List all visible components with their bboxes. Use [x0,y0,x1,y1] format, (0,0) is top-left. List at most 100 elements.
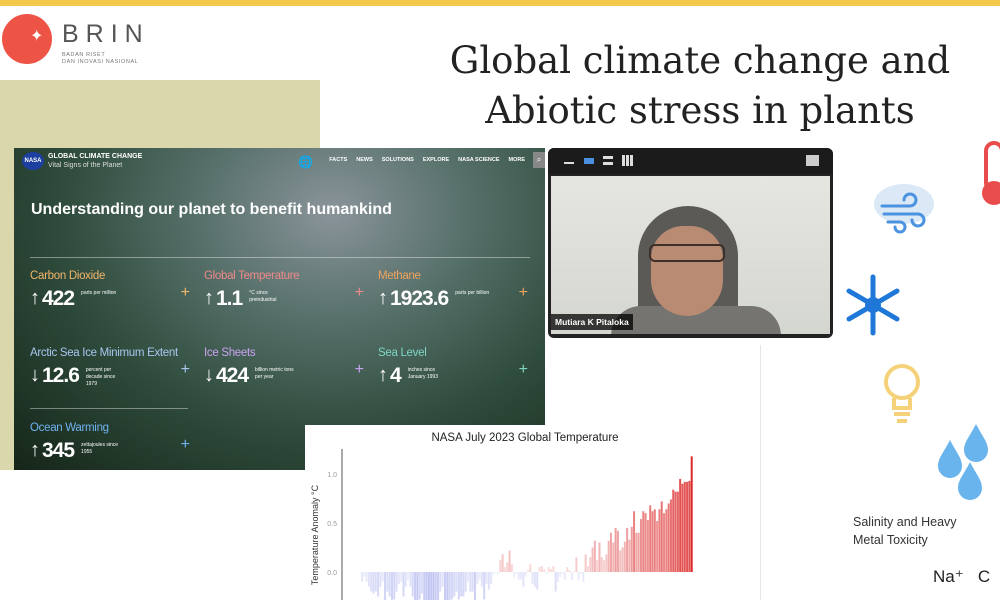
bar [605,554,608,572]
nasa-logo[interactable]: NASA [22,152,44,170]
nav-nasa-science[interactable]: NASA SCIENCE [458,157,500,163]
bar [635,532,638,572]
stat-unit: percent per decade since 1979 [85,367,116,387]
minimize-icon[interactable] [564,162,574,164]
nav-news[interactable]: NEWS [356,157,373,163]
bar [517,572,520,580]
bar [483,572,486,600]
stat-value: 12.6 [42,364,80,387]
bar [545,572,548,574]
expand-plus-icon[interactable]: + [180,361,190,378]
bar [400,572,403,582]
nav-menu: FACTS NEWS SOLUTIONS EXPLORE NASA SCIENC… [329,157,525,163]
strip-view-icon[interactable] [603,156,613,165]
bar [522,572,525,587]
bar [427,572,430,600]
bar [497,572,500,574]
star-icon: ✦ [30,28,44,45]
bar [529,564,532,572]
lightbulb-icon [884,364,920,423]
bar [573,571,576,572]
bar [626,527,629,572]
expand-plus-icon[interactable]: + [354,284,364,301]
bar [499,560,502,572]
expand-plus-icon[interactable]: + [180,436,190,453]
participant-face [651,226,723,316]
nav-explore[interactable]: EXPLORE [422,157,450,163]
bar [563,572,566,580]
bar [457,572,460,600]
stat-card[interactable]: Sea Level ↑ 4 inches since January 1993 … [378,343,538,388]
stat-unit: parts per million [81,290,117,296]
stat-unit: parts per billion [455,290,490,296]
bar [653,509,656,572]
bar [494,572,497,573]
bar [612,542,615,572]
bar [515,572,518,574]
bar [416,572,419,600]
stat-card[interactable]: Ice Sheets ↓ 424 billion metric tons per… [204,343,374,388]
stat-label: Global Temperature [204,270,300,282]
participant-name: Mutiara K Pitaloka [551,314,633,330]
bar [501,554,504,572]
stat-label: Carbon Dioxide [30,270,106,282]
bar [450,572,453,600]
expand-plus-icon[interactable]: + [518,284,528,301]
bar [402,572,405,597]
gallery-view-icon[interactable] [622,155,633,166]
bar [430,572,433,600]
logo-subtitle: DAN INOVASI NASIONAL [62,59,139,65]
bar [550,569,553,572]
temperature-chart: NASA July 2023 Global Temperature Temper… [305,425,705,600]
exit-fullscreen-icon[interactable] [806,155,819,166]
arrow-up-icon: ↑ [30,439,40,461]
bar [503,567,506,572]
participant-video [551,176,830,334]
ion-labels: Na⁺ C [933,567,991,586]
bar [658,509,661,572]
stat-card[interactable]: Global Temperature ↑ 1.1 °C since preind… [204,266,374,311]
nav-more[interactable]: MORE [508,157,526,163]
nav-facts[interactable]: FACTS [329,157,348,163]
title-line: Abiotic stress in plants [485,89,915,132]
bar [513,572,516,577]
water-drops-icon [938,424,988,500]
bar [630,526,633,572]
bar [690,456,693,572]
nasa-nav: NASA GLOBAL CLIMATE CHANGE Vital Signs o… [14,148,545,176]
bar [485,572,488,584]
stat-card[interactable]: Ocean Warming ↑ 345 zettajoules since 19… [30,418,200,463]
search-icon[interactable]: ⌕ [533,152,545,168]
thermometer-icon [982,141,1000,205]
globe-icon[interactable]: 🌐 [298,155,313,169]
bar [524,572,527,577]
stat-label: Ice Sheets [204,347,256,359]
bar [460,572,463,597]
bar [510,564,513,572]
bar [596,560,599,572]
bar [471,572,474,592]
bar [584,554,587,572]
bar [361,572,364,582]
arrow-up-icon: ↑ [378,287,388,309]
stat-unit: °C since preindustrial [249,290,277,303]
bar [363,572,366,577]
bar [384,572,387,600]
site-brand: GLOBAL CLIMATE CHANGE [48,153,143,160]
nav-solutions[interactable]: SOLUTIONS [381,157,414,163]
stat-value: 345 [42,439,75,462]
divider-line [760,345,761,600]
expand-plus-icon[interactable]: + [180,284,190,301]
bar [568,570,571,572]
expand-plus-icon[interactable]: + [518,361,528,378]
y-axis-label: Temperature Anomaly °C [310,484,320,585]
bar [610,532,613,572]
bar [425,572,428,600]
chart-svg: NASA July 2023 Global Temperature Temper… [310,432,693,600]
stat-card[interactable]: Carbon Dioxide ↑ 422 parts per million + [30,266,200,311]
bar [540,566,543,572]
stat-card[interactable]: Methane ↑ 1923.6 parts per billion + [378,266,538,311]
speaker-view-icon[interactable] [584,158,594,164]
expand-plus-icon[interactable]: + [354,361,364,378]
stat-card[interactable]: Arctic Sea Ice Minimum Extent ↓ 12.6 per… [30,343,200,388]
